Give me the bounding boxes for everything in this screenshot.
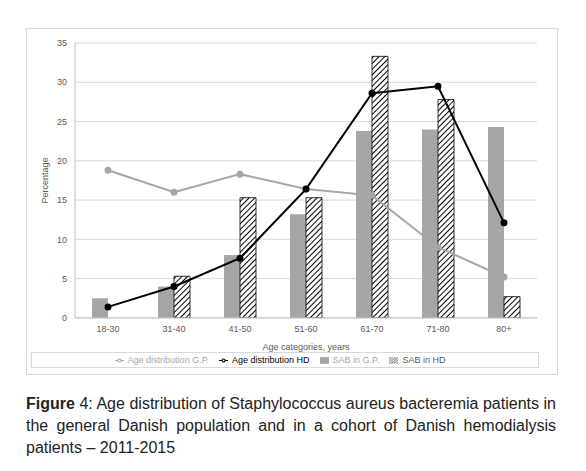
svg-text:18-30: 18-30 — [96, 324, 119, 334]
html-text:SAB in HD: SAB in HD — [402, 354, 446, 365]
svg-text:35: 35 — [57, 38, 67, 48]
html-text:SAB in G.P.: SAB in G.P. — [332, 354, 380, 365]
svg-text:Age categories, years: Age categories, years — [262, 342, 350, 352]
svg-text:5: 5 — [62, 274, 67, 284]
svg-text:51-60: 51-60 — [294, 324, 317, 334]
svg-text:41-50: 41-50 — [228, 324, 251, 334]
svg-text:80+: 80+ — [496, 324, 511, 334]
svg-text:31-40: 31-40 — [162, 324, 185, 334]
svg-text:10: 10 — [57, 235, 67, 245]
svg-text:0: 0 — [62, 313, 67, 323]
svg-text:Percentage: Percentage — [40, 157, 50, 203]
svg-text:71-80: 71-80 — [426, 324, 449, 334]
svg-text:15: 15 — [57, 195, 67, 205]
svg-text:61-70: 61-70 — [360, 324, 383, 334]
svg-text:30: 30 — [57, 77, 67, 87]
html-text:Figure 4: Age distribution of: Figure 4: Age distribution of Staphyloco… — [26, 395, 556, 456]
html-text:Age distribution HD: Age distribution HD — [232, 354, 310, 365]
html-text:Age distribution G.P.: Age distribution G.P. — [127, 354, 209, 365]
svg-text:25: 25 — [57, 117, 67, 127]
svg-text:20: 20 — [57, 156, 67, 166]
